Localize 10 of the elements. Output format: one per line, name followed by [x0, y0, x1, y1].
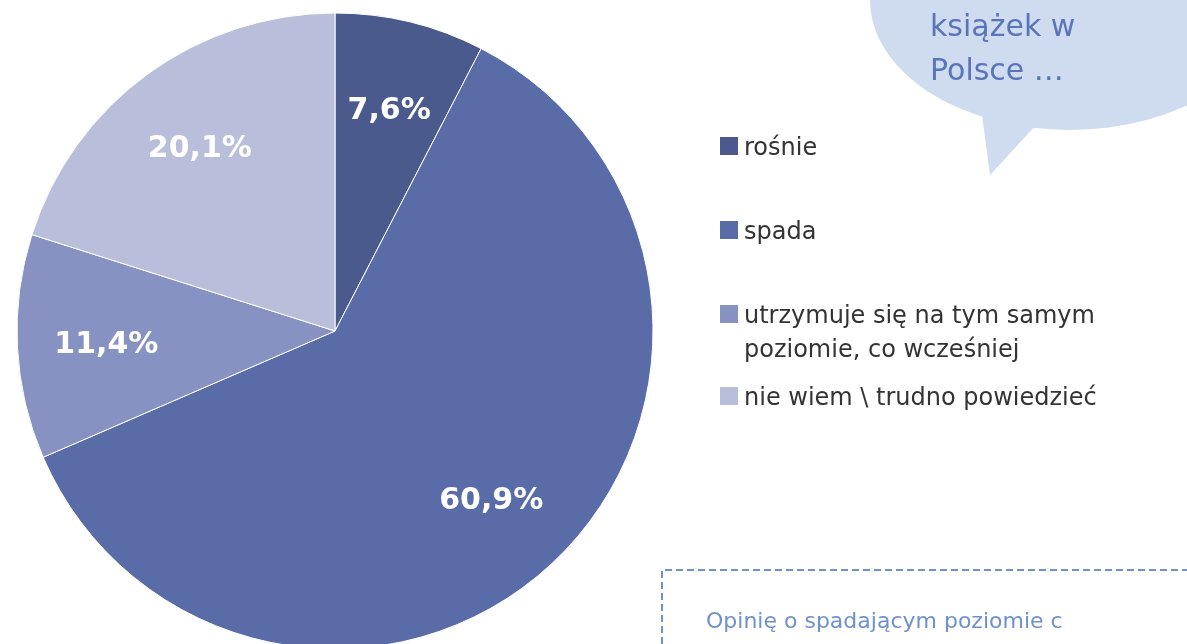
data-label: 11,4% [54, 325, 159, 360]
legend-label: utrzymuje się na tym samym poziomie, co wcześniej [744, 300, 1096, 365]
legend-label: rośnie [744, 132, 819, 163]
data-label: 60,9% [439, 480, 544, 516]
text: książek w Polsce … [930, 7, 1077, 89]
data-label: 20,1% [147, 128, 252, 164]
text: Opinię o spadającym poziomie c [706, 608, 1063, 633]
legend-label: nie wiem \ trudno powiedzieć [744, 382, 1098, 413]
data-label: 7,6% [347, 91, 431, 127]
legend-label: spada [744, 216, 818, 247]
